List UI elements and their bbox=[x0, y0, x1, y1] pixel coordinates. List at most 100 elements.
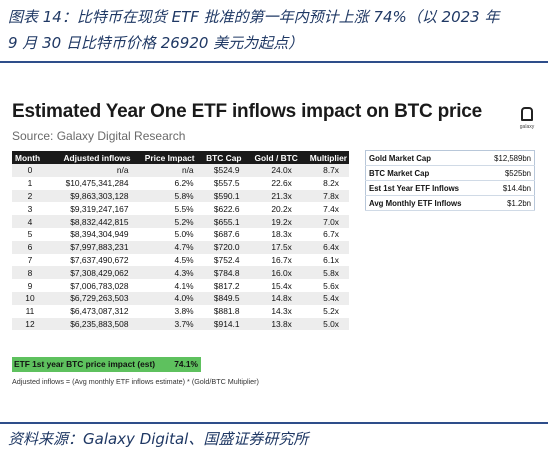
table-cell: $7,006,783,028 bbox=[70, 280, 129, 291]
source-note: 资料来源：Galaxy Digital、国盛证券研究所 bbox=[8, 430, 309, 448]
table-cell: 3 bbox=[27, 203, 33, 214]
table-cell: 14.8x bbox=[243, 291, 300, 305]
table-cell: 12 bbox=[12, 317, 48, 331]
table-row: 6 $7,997,883,231 4.7% $720.0 17.5x 6.4x bbox=[12, 240, 349, 254]
top-divider bbox=[0, 61, 548, 63]
table-cell: 5.2x bbox=[323, 306, 339, 317]
table-row: 0 n/a n/a $524.9 24.0x 8.7x bbox=[12, 164, 349, 177]
table-cell: 7.4x bbox=[323, 203, 339, 214]
table-cell: 5.6x bbox=[323, 280, 339, 291]
table-cell: 19.2x bbox=[243, 215, 300, 228]
table-cell: 16.7x bbox=[271, 254, 292, 265]
table-cell: $7,637,490,672 bbox=[70, 254, 129, 265]
table-row: 1 $10,475,341,284 6.2% $557.5 22.6x 8.2x bbox=[12, 177, 349, 190]
table-cell: 0 bbox=[12, 164, 48, 177]
table-row: 11 $6,473,087,312 3.8% $881.8 14.3x 5.2x bbox=[12, 305, 349, 318]
bottom-divider bbox=[0, 422, 548, 424]
galaxy-logo-icon bbox=[521, 107, 533, 121]
table-cell: $720.0 bbox=[196, 240, 244, 254]
header-adjusted-inflows: Adjusted inflows bbox=[47, 151, 133, 164]
chart-subtitle: Source: Galaxy Digital Research bbox=[12, 129, 186, 143]
table-cell: 7 bbox=[27, 254, 33, 265]
table-cell: 16.0x bbox=[243, 266, 300, 280]
table-cell: $6,473,087,312 bbox=[70, 306, 129, 317]
table-cell: 4.3% bbox=[132, 266, 197, 280]
table-row: 3 $9,319,247,167 5.5% $622.6 20.2x 7.4x bbox=[12, 202, 349, 215]
table-cell: 1 bbox=[27, 178, 33, 189]
table-cell: $524.9 bbox=[196, 164, 244, 177]
table-cell: 6.1x bbox=[323, 254, 339, 265]
side-value: $12,589bn bbox=[482, 150, 535, 166]
table-row: 4 $8,832,442,815 5.2% $655.1 19.2x 7.0x bbox=[12, 215, 349, 228]
formula-note: Adjusted inflows = (Avg monthly ETF infl… bbox=[12, 377, 259, 386]
galaxy-logo-text: galaxy bbox=[519, 124, 535, 130]
table-cell: 3.7% bbox=[132, 317, 197, 331]
table-cell: 11 bbox=[25, 306, 35, 317]
table-cell: 6.4x bbox=[299, 240, 349, 254]
table-cell: 14.3x bbox=[271, 306, 292, 317]
caption-line-1: 图表 14：比特币在现货 ETF 批准的第一年内预计上涨 74%（以 2023 … bbox=[8, 8, 500, 26]
table-cell: 3.8% bbox=[174, 306, 194, 317]
table-row: 2 $9,863,303,128 5.8% $590.1 21.3x 7.8x bbox=[12, 189, 349, 203]
galaxy-logo: galaxy bbox=[514, 107, 540, 141]
table-cell: $557.5 bbox=[213, 178, 240, 189]
table-cell: $687.6 bbox=[213, 229, 240, 240]
table-cell: 4.7% bbox=[132, 240, 197, 254]
table-row: 5 $8,394,304,949 5.0% $687.6 18.3x 6.7x bbox=[12, 228, 349, 241]
table-cell: 4.0% bbox=[132, 291, 197, 305]
table-cell: 5.0x bbox=[299, 317, 349, 331]
header-multiplier: Multiplier bbox=[299, 151, 349, 164]
side-label: Gold Market Cap bbox=[365, 150, 483, 166]
table-cell: 5.2% bbox=[132, 215, 197, 228]
table-cell: 4 bbox=[12, 215, 48, 228]
table-cell: 6 bbox=[12, 240, 48, 254]
table-cell: n/a bbox=[132, 164, 197, 177]
table-cell: 22.6x bbox=[271, 178, 292, 189]
table-cell: n/a bbox=[47, 164, 133, 177]
table-cell: 8.7x bbox=[299, 164, 349, 177]
table-cell: 5 bbox=[27, 229, 33, 240]
table-row: 12 $6,235,883,508 3.7% $914.1 13.8x 5.0x bbox=[12, 317, 349, 331]
table-cell: 13.8x bbox=[243, 317, 300, 331]
table-cell: 18.3x bbox=[271, 229, 292, 240]
table-cell: $590.1 bbox=[196, 189, 244, 203]
table-cell: 10 bbox=[12, 291, 48, 305]
caption-line-2: 9 月 30 日比特币价格 26920 美元为起点） bbox=[8, 34, 304, 52]
table-cell: $6,729,263,503 bbox=[47, 291, 133, 305]
table-cell: $849.5 bbox=[196, 291, 244, 305]
summary-value: 74.1% bbox=[161, 357, 201, 372]
summary-label: ETF 1st year BTC price impact (est) bbox=[12, 357, 161, 372]
table-cell: 5.8x bbox=[299, 266, 349, 280]
table-row: 9 $7,006,783,028 4.1% $817.2 15.4x 5.6x bbox=[12, 279, 349, 292]
table-header-row: Month Adjusted inflows Price Impact BTC … bbox=[12, 151, 349, 164]
table-cell: 8 bbox=[12, 266, 48, 280]
side-value: $1.2bn bbox=[482, 195, 535, 211]
side-value: $525bn bbox=[482, 165, 535, 181]
table-cell: 5.5% bbox=[174, 203, 194, 214]
table-cell: $622.6 bbox=[213, 203, 240, 214]
side-row: Est 1st Year ETF Inflows $14.4bn bbox=[365, 180, 535, 196]
figure-caption: 图表 14：比特币在现货 ETF 批准的第一年内预计上涨 74%（以 2023 … bbox=[8, 4, 544, 56]
table-cell: 4.1% bbox=[174, 280, 194, 291]
table-cell: $817.2 bbox=[213, 280, 240, 291]
table-cell: 4.5% bbox=[174, 254, 194, 265]
table-cell: $6,235,883,508 bbox=[47, 317, 133, 331]
table-cell: 2 bbox=[12, 189, 48, 203]
side-label: Est 1st Year ETF Inflows bbox=[365, 180, 483, 196]
table-row: 7 $7,637,490,672 4.5% $752.4 16.7x 6.1x bbox=[12, 254, 349, 267]
table-cell: 9 bbox=[27, 280, 33, 291]
table-cell: 5.4x bbox=[299, 291, 349, 305]
table-cell: 15.4x bbox=[271, 280, 292, 291]
side-label: Avg Monthly ETF Inflows bbox=[365, 195, 483, 211]
table-cell: 5.0% bbox=[174, 229, 194, 240]
table-cell: $784.8 bbox=[196, 266, 244, 280]
table-cell: 21.3x bbox=[243, 189, 300, 203]
table-cell: $881.8 bbox=[213, 306, 240, 317]
table-cell: $7,308,429,062 bbox=[47, 266, 133, 280]
table-row: 10 $6,729,263,503 4.0% $849.5 14.8x 5.4x bbox=[12, 291, 349, 305]
table-cell: 5.8% bbox=[132, 189, 197, 203]
table-cell: 7.0x bbox=[299, 215, 349, 228]
inflows-table: Month Adjusted inflows Price Impact BTC … bbox=[12, 151, 349, 331]
header-price-impact: Price Impact bbox=[132, 151, 197, 164]
header-month: Month bbox=[12, 151, 48, 164]
